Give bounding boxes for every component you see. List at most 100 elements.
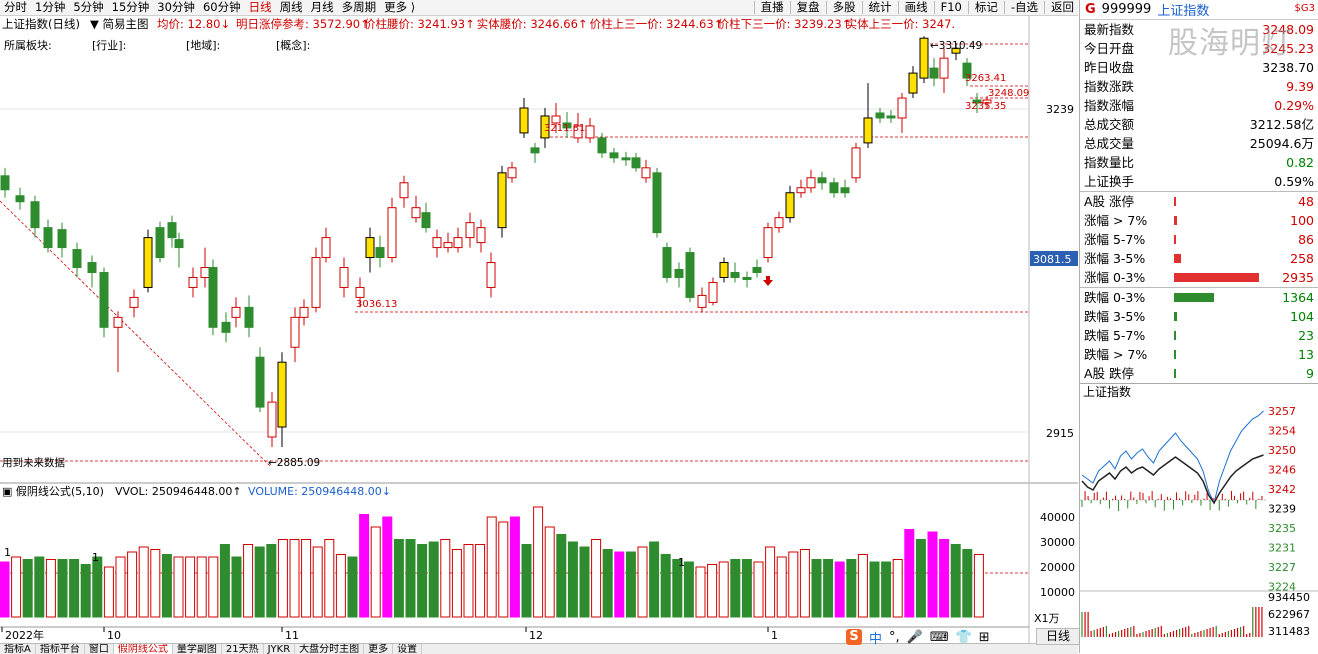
period-tab-5[interactable]: 60分钟 bbox=[202, 0, 241, 14]
ime-skin-icon[interactable]: 👕 bbox=[955, 629, 972, 645]
candle bbox=[311, 247, 321, 313]
volume-bar bbox=[22, 559, 33, 618]
candle bbox=[796, 179, 806, 198]
mini-price-line bbox=[1081, 410, 1264, 505]
stat-label: 上证换手 bbox=[1084, 174, 1135, 189]
volume-bar bbox=[161, 554, 172, 618]
candle bbox=[411, 195, 421, 223]
indicator-tab-3[interactable]: 假阴线公式 bbox=[113, 644, 173, 654]
candle bbox=[652, 167, 662, 238]
period-tab-2[interactable]: 5分钟 bbox=[73, 0, 104, 14]
indicator-tab-7[interactable]: 大盘分时主图 bbox=[295, 644, 365, 654]
toolbar-button-5[interactable]: F10 bbox=[940, 0, 962, 14]
volume-bar bbox=[231, 556, 242, 618]
toolbar-button-3[interactable]: 统计 bbox=[868, 0, 892, 14]
ime-chinese-mode[interactable]: 中 bbox=[869, 631, 883, 647]
date-label: 2022年 bbox=[5, 628, 44, 642]
indicator-tab-8[interactable]: 更多 bbox=[364, 644, 394, 654]
toolbar-button-7[interactable]: -自选 bbox=[1010, 0, 1038, 14]
ime-keyboard-icon[interactable]: ⌨ bbox=[929, 629, 949, 645]
volume-bar bbox=[846, 559, 857, 618]
period-tab-day[interactable]: 日线 bbox=[1036, 628, 1080, 645]
stock-name[interactable]: 上证指数 bbox=[1157, 4, 1210, 19]
ime-toolbox-icon[interactable]: ⊞ bbox=[978, 629, 990, 645]
period-tab-3[interactable]: 15分钟 bbox=[111, 0, 150, 14]
candle bbox=[908, 66, 918, 99]
toolbar-button-1[interactable]: 复盘 bbox=[796, 0, 820, 14]
date-label: 1 bbox=[771, 629, 778, 642]
indicator-tab-0[interactable]: 指标A bbox=[0, 644, 36, 654]
svg-text:3235: 3235 bbox=[1268, 522, 1296, 535]
toolbar-button-0[interactable]: 直播 bbox=[760, 0, 784, 14]
volume-bar bbox=[544, 526, 555, 618]
volume-bar bbox=[811, 559, 822, 618]
volume-bar bbox=[11, 556, 22, 618]
price-annotations: ←3310.49 3263.41 3248.09 3235.35 3211.81 3036… bbox=[2, 40, 1029, 469]
period-tab-1[interactable]: 1分钟 bbox=[35, 0, 66, 14]
candle bbox=[443, 232, 453, 253]
candle bbox=[863, 83, 873, 148]
period-tab-0[interactable]: 分时 bbox=[4, 0, 27, 14]
rise-dist-bar bbox=[1174, 216, 1177, 225]
candle bbox=[730, 262, 740, 283]
volume-bar bbox=[915, 539, 926, 618]
period-tab-7[interactable]: 周线 bbox=[279, 0, 303, 14]
rise-dist-bar bbox=[1174, 197, 1176, 206]
info-item-2: 实体腰价: 3246.66↑ bbox=[477, 17, 588, 31]
candle bbox=[143, 229, 153, 293]
indicator-tab-6[interactable]: JYKR bbox=[264, 644, 296, 654]
toolbar-button-8[interactable]: 返回 bbox=[1051, 0, 1074, 14]
svg-text:3250: 3250 bbox=[1268, 444, 1296, 457]
candle bbox=[951, 43, 961, 61]
ime-mic-icon[interactable]: 🎤 bbox=[906, 629, 923, 645]
indicator-tab-9[interactable]: 设置 bbox=[393, 644, 423, 654]
candle bbox=[387, 197, 397, 263]
volume-bar bbox=[602, 549, 613, 618]
volume-bar bbox=[127, 551, 138, 618]
stat-value: 0.59% bbox=[1274, 174, 1314, 189]
svg-text:3239: 3239 bbox=[1268, 503, 1296, 516]
volume-bar bbox=[765, 546, 776, 618]
ime-toolbar[interactable]: S 中 °, 🎤 ⌨ 👕 ⊞ bbox=[846, 628, 1026, 647]
indicator-tab-4[interactable]: 量学副图 bbox=[173, 644, 222, 654]
candle bbox=[188, 267, 198, 298]
volume-bar bbox=[834, 561, 845, 618]
volume-bar bbox=[683, 561, 694, 618]
period-tab-8[interactable]: 月线 bbox=[310, 0, 334, 14]
candle bbox=[519, 98, 529, 138]
volume-bar bbox=[637, 546, 648, 618]
tag-label: $G3 bbox=[1294, 3, 1315, 14]
volume-bar bbox=[69, 559, 80, 618]
toolbar-button-2[interactable]: 多股 bbox=[832, 0, 856, 14]
annotation-3248: 3248.09 bbox=[988, 88, 1029, 99]
stat-value: 0.29% bbox=[1274, 98, 1314, 113]
rise-distribution: A股 涨停 48 涨幅 > 7% 100 涨幅 5-7% 86 涨幅 3-5% 258 涨幅 0… bbox=[1080, 191, 1318, 287]
toolbar-button-6[interactable]: 标记 bbox=[974, 0, 998, 14]
volume-bar bbox=[115, 556, 126, 618]
toolbar-button-4[interactable]: 画线 bbox=[904, 0, 928, 14]
volume-bar bbox=[370, 526, 381, 618]
volume-bar bbox=[393, 539, 404, 618]
ime-punctuation-icon[interactable]: °, bbox=[889, 629, 900, 645]
fall-dist-bar bbox=[1174, 312, 1177, 321]
period-tab-9[interactable]: 多周期 bbox=[341, 0, 377, 14]
fall-dist-row-1: 跌幅 3-5% 104 bbox=[1080, 307, 1318, 326]
indicator-tab-2[interactable]: 窗口 bbox=[85, 644, 114, 654]
volume-bar bbox=[243, 544, 254, 618]
volume-bar bbox=[347, 556, 358, 618]
period-tab-10[interactable]: 更多 ⟩ bbox=[384, 0, 416, 14]
kline-chart[interactable]: 上证指数(日线) ▼ 简易主图 均价: 12.80↓ 明日涨停参考: 3572.90↑… bbox=[0, 16, 1078, 643]
volume-bar bbox=[150, 549, 161, 618]
period-tab-4[interactable]: 30分钟 bbox=[157, 0, 195, 14]
chart-mode[interactable]: ▼ 简易主图 bbox=[90, 17, 149, 31]
volume-bar bbox=[428, 541, 439, 618]
indicator-tab-1[interactable]: 指标平台 bbox=[36, 644, 85, 654]
toolbar-separator bbox=[1044, 1, 1045, 14]
mini-volume-label: 622967 bbox=[1268, 608, 1310, 621]
indicator-tab-5[interactable]: 21天热 bbox=[222, 644, 264, 654]
volume-bar bbox=[649, 541, 660, 618]
annotation-3263: 3263.41 bbox=[965, 73, 1006, 84]
volume-bar bbox=[973, 554, 984, 618]
intraday-mini-chart[interactable]: 3257 3254 3250 3246 3242 3239 3235 3231 3227 3224… bbox=[1080, 401, 1318, 638]
period-tab-6[interactable]: 日线 bbox=[248, 0, 272, 14]
